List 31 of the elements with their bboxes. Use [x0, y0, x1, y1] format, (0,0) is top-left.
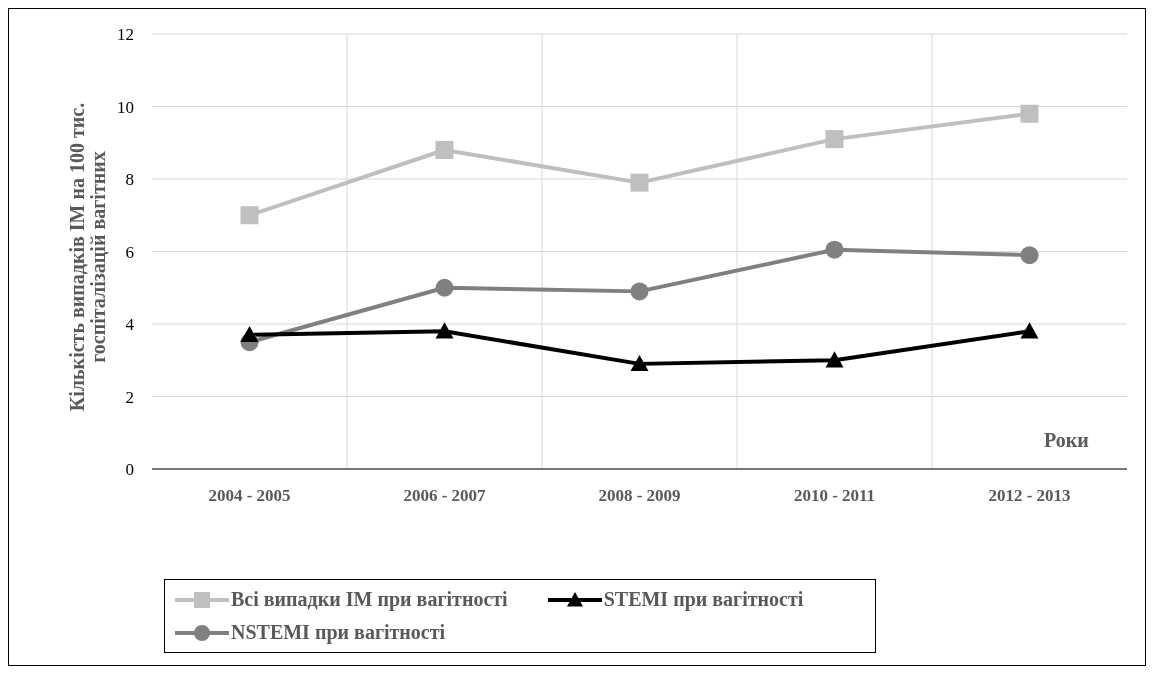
- point: [435, 322, 454, 339]
- point: [435, 278, 454, 297]
- y-tick-label: 6: [125, 242, 134, 262]
- point: [1020, 104, 1039, 123]
- point: [1020, 246, 1039, 265]
- x-tick-label: 2008 - 2009: [598, 486, 681, 506]
- point: [1020, 322, 1039, 339]
- y-tick-label: 8: [125, 170, 134, 190]
- point: [240, 325, 259, 343]
- point: [240, 206, 259, 225]
- y-tick-label: 0: [125, 460, 134, 480]
- y-tick-label: 2: [125, 387, 134, 407]
- x-tick-label: 2004 - 2005: [208, 486, 291, 506]
- point: [630, 282, 649, 301]
- point: [825, 240, 844, 259]
- point: [825, 351, 844, 368]
- point: [435, 141, 454, 159]
- y-tick-label: 12: [117, 25, 134, 45]
- y-tick-label: 10: [117, 97, 134, 117]
- legend-label: NSTEMI при вагітності: [231, 621, 446, 644]
- x-axis-title: Роки: [1044, 429, 1089, 452]
- point: [825, 130, 844, 149]
- y-tick-label: 4: [125, 315, 135, 335]
- legend-label: STEMI при вагітності: [603, 588, 804, 611]
- point: [630, 354, 649, 372]
- x-tick-label: 2010 - 2011: [793, 486, 876, 506]
- point: [630, 173, 649, 192]
- y-axis-title: Кількість випадків ІМ на 100 тис. госпіталізацій вагітних: [66, 101, 110, 414]
- legend-label: Всі випадки ІМ при вагітності: [231, 588, 508, 611]
- x-tick-label: 2012 - 2013: [988, 486, 1071, 506]
- x-tick-label: 2006 - 2007: [403, 486, 487, 506]
